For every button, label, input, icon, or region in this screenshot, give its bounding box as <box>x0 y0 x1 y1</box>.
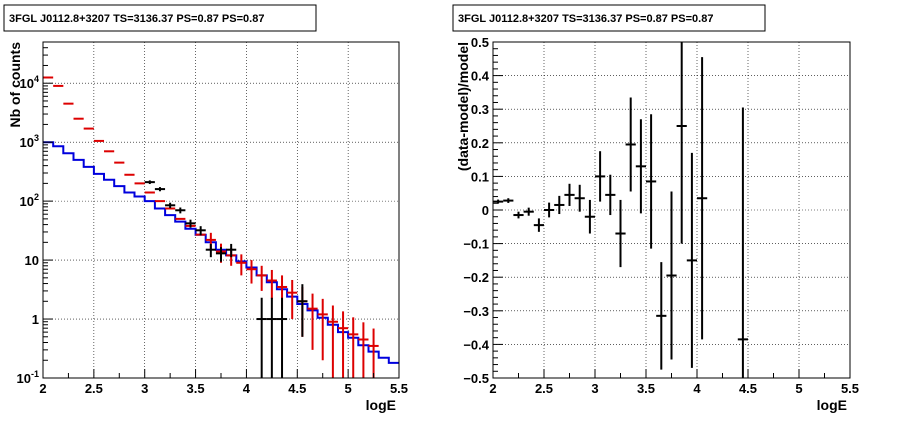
counts-panel: 2 2.5 3 3.5 4 4.5 5 5.5 10-1 1 10 102 103 104 3FGL J0… <box>3 4 408 413</box>
counts-series2-point <box>256 297 267 378</box>
residual-x-tick-label: 3 <box>591 381 598 396</box>
residual-y-axis-label: (data-model)/model <box>455 42 471 171</box>
residual-series0-point <box>666 191 677 360</box>
counts-series2-point <box>144 180 155 185</box>
counts-y-tick-label: 103 <box>20 133 39 150</box>
residual-panel: 2 2.5 3 3.5 4 4.5 5 5.5 −0.5 −0.4 −0.3 −0.2 −0.1 0 0.1… <box>452 4 859 413</box>
counts-series1-point <box>337 311 349 378</box>
counts-series2-point <box>205 243 216 258</box>
counts-series1-point <box>266 269 277 299</box>
residual-x-tick-label: 5 <box>795 381 802 396</box>
counts-y-tick-label: 10-1 <box>17 369 39 386</box>
counts-x-axis-label: logE <box>366 397 396 413</box>
counts-series2-point <box>165 202 176 209</box>
residual-series0-point <box>605 174 616 216</box>
counts-x-tick-label: 5.5 <box>390 381 408 396</box>
counts-series1-point <box>307 293 318 350</box>
residual-series0-point <box>635 119 646 214</box>
counts-y-tick-label: 102 <box>20 192 39 209</box>
residual-series0-point <box>676 42 687 244</box>
residual-x-tick-label: 5.5 <box>841 381 859 396</box>
residual-series0-point <box>564 183 575 206</box>
counts-series2-point <box>195 226 206 236</box>
counts-x-tick-label: 4 <box>243 381 251 396</box>
counts-series2-point <box>297 284 308 337</box>
residual-y-tick-label: −0.5 <box>463 371 489 386</box>
residual-series0-point <box>493 199 504 204</box>
residual-series0-point <box>615 199 626 268</box>
counts-series1-point <box>256 265 267 291</box>
counts-x-tick-label: 2 <box>39 381 46 396</box>
residual-y-tick-label: 0.3 <box>471 102 489 117</box>
counts-x-tick-label: 2.5 <box>85 381 103 396</box>
residual-x-tick-label: 3.5 <box>637 381 655 396</box>
counts-series1-point <box>358 322 369 378</box>
counts-title: 3FGL J0112.8+3207 TS=3136.37 PS=0.87 PS=… <box>9 13 264 25</box>
residual-series0-point <box>544 202 555 218</box>
counts-series1-point <box>368 328 379 378</box>
counts-series1-point <box>236 254 247 276</box>
residual-title: 3FGL J0112.8+3207 TS=3136.37 PS=0.87 PS=… <box>458 13 713 25</box>
residual-series0-point <box>737 107 748 378</box>
residual-y-tick-label: 0.5 <box>471 35 489 50</box>
residual-series0-point <box>625 97 636 192</box>
residual-y-tick-label: −0.1 <box>463 237 489 252</box>
counts-series2-point <box>276 297 288 378</box>
residual-series0-point <box>646 114 657 249</box>
residual-x-tick-label: 2 <box>489 381 496 396</box>
residual-series0-point <box>697 57 708 340</box>
counts-series2-point <box>185 219 196 228</box>
counts-series1-point <box>246 260 257 284</box>
residual-x-tick-label: 2.5 <box>535 381 553 396</box>
counts-series1-point <box>287 279 298 320</box>
counts-y-tick-label: 1 <box>32 312 39 327</box>
residual-series0-point <box>533 218 544 232</box>
residual-x-tick-label: 4 <box>693 381 701 396</box>
residual-y-tick-label: 0.4 <box>471 69 490 84</box>
counts-y-axis-label: Nb of counts <box>7 42 23 128</box>
residual-series0-point <box>503 198 514 203</box>
counts-series1-point <box>327 305 338 378</box>
residual-x-tick-label: 4.5 <box>739 381 757 396</box>
counts-y-tick-label: 104 <box>20 74 39 91</box>
residual-series0-point <box>595 151 606 202</box>
residual-series0-point <box>656 262 667 370</box>
counts-series1-point <box>317 298 328 361</box>
residual-y-tick-label: −0.2 <box>463 270 489 285</box>
residual-title-box: 3FGL J0112.8+3207 TS=3136.37 PS=0.87 PS=… <box>452 4 766 32</box>
residual-series0-point <box>523 207 534 216</box>
counts-x-tick-label: 3.5 <box>187 381 205 396</box>
counts-series2-point <box>226 243 237 258</box>
residual-series0-point <box>513 211 524 219</box>
counts-title-box: 3FGL J0112.8+3207 TS=3136.37 PS=0.87 PS=… <box>3 4 317 32</box>
counts-x-tick-label: 5 <box>345 381 352 396</box>
counts-series2-point <box>266 297 277 378</box>
counts-series2-point <box>175 207 186 214</box>
counts-series2-point <box>215 247 227 262</box>
counts-x-tick-label: 4.5 <box>288 381 306 396</box>
residual-series0-point <box>574 184 585 212</box>
residual-series0-point <box>584 199 595 234</box>
residual-y-tick-label: 0 <box>482 203 489 218</box>
residual-y-tick-label: 0.2 <box>471 136 489 151</box>
counts-series2-point <box>154 187 166 192</box>
residual-x-axis-label: logE <box>817 397 847 413</box>
counts-y-tick-label: 10 <box>25 253 39 268</box>
residual-y-tick-label: −0.3 <box>463 304 489 319</box>
residual-series0-point <box>686 152 697 368</box>
counts-series1-point <box>348 317 359 378</box>
residual-y-tick-label: 0.1 <box>471 169 489 184</box>
residual-series0-point <box>554 195 565 215</box>
counts-x-tick-label: 3 <box>141 381 148 396</box>
residual-y-tick-label: −0.4 <box>463 337 489 352</box>
